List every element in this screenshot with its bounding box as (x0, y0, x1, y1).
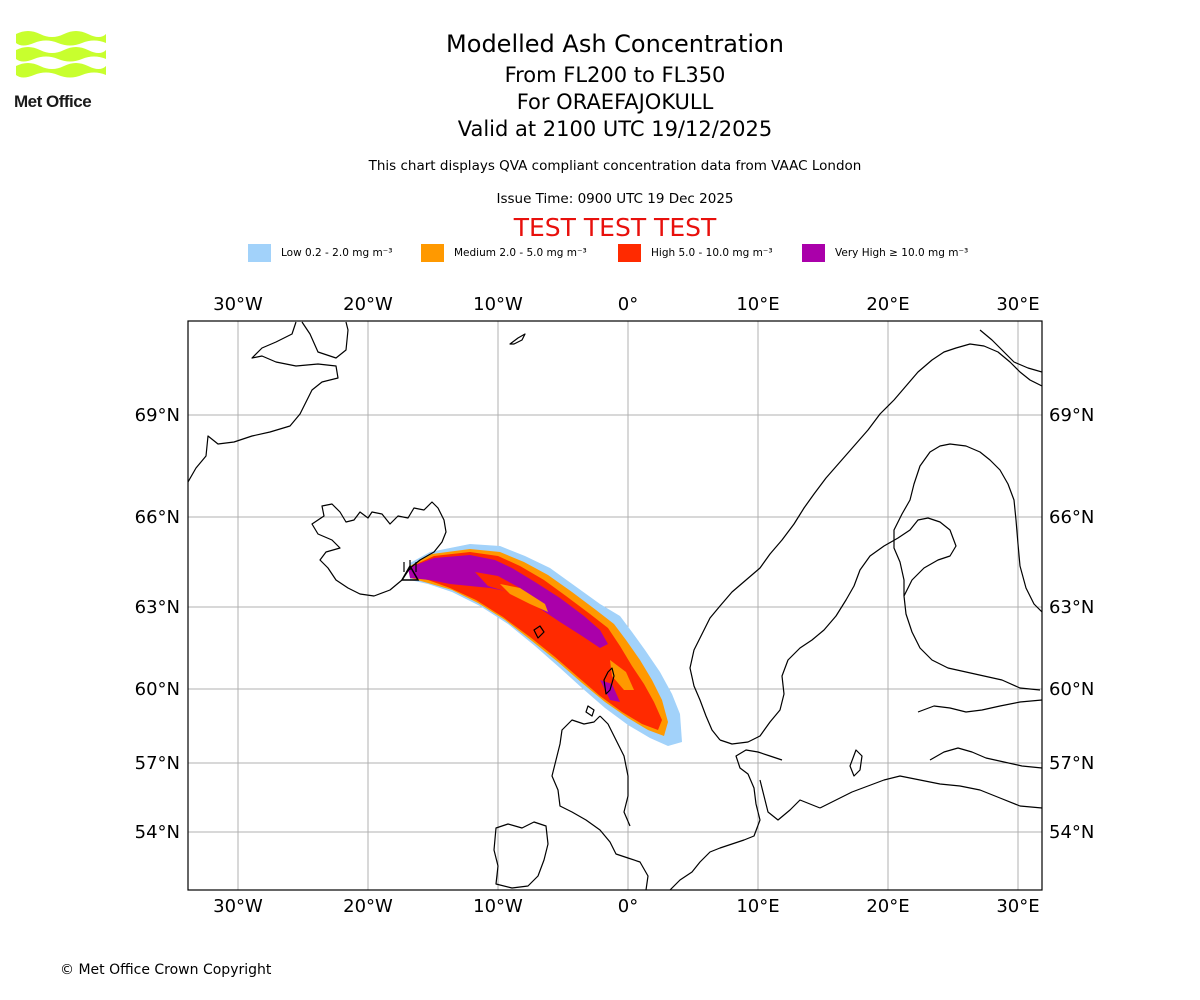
lat-tick-right-63n: 63°N (1049, 597, 1094, 618)
great-britain-coast (551, 715, 649, 890)
met-office-logo: Met Office (14, 30, 108, 112)
ash-medium-streak-2 (610, 660, 634, 690)
shetland-coast (603, 667, 615, 695)
legend-label-low: Low 0.2 - 2.0 mg m⁻³ (281, 247, 393, 259)
latvia-coast (929, 747, 1042, 769)
volcano-marker-icon (400, 560, 420, 581)
lon-tick-top-30w: 30°W (213, 294, 263, 315)
gotland-coast (849, 749, 863, 777)
ash-very-high-contour (408, 555, 608, 648)
lat-tick-left-69n: 69°N (135, 405, 180, 426)
lon-ticks-bottom: 30°W 20°W 10°W 0° 10°E 20°E 30°E (213, 896, 1039, 917)
estonia-coast (917, 699, 1042, 713)
north-sea-continent-coast (669, 749, 783, 890)
orkney-coast (585, 705, 595, 717)
ash-plume (408, 544, 682, 746)
ireland-coast (493, 821, 549, 889)
lat-tick-right-69n: 69°N (1049, 405, 1094, 426)
lat-tick-left-60n: 60°N (135, 679, 180, 700)
legend-item-low: Low 0.2 - 2.0 mg m⁻³ (248, 244, 392, 262)
legend: Low 0.2 - 2.0 mg m⁻³ Medium 2.0 - 5.0 mg… (0, 244, 1200, 264)
greenland-coast (188, 321, 349, 483)
lat-tick-left-54n: 54°N (135, 822, 180, 843)
denmark-coast (759, 779, 821, 821)
legend-item-very-high: Very High ≥ 10.0 mg m⁻³ (802, 244, 968, 262)
legend-label-medium: Medium 2.0 - 5.0 mg m⁻³ (454, 247, 587, 259)
ash-high-contour (410, 552, 662, 730)
svalbard-coast (979, 329, 1042, 373)
faroe-coast (533, 625, 545, 639)
legend-swatch-medium (421, 244, 444, 262)
lon-tick-bottom-0: 0° (618, 896, 638, 917)
gulf-of-bothnia-coast (893, 443, 1042, 613)
legend-swatch-very-high (802, 244, 825, 262)
copyright-notice: © Met Office Crown Copyright (60, 962, 272, 978)
issue-time: Issue Time: 0900 UTC 19 Dec 2025 (496, 191, 734, 207)
lon-tick-top-10w: 10°W (473, 294, 523, 315)
coastlines (188, 321, 1042, 890)
iceland-coast (311, 501, 447, 597)
lon-tick-bottom-10e: 10°E (736, 896, 779, 917)
legend-swatch-high (618, 244, 641, 262)
test-banner: TEST TEST TEST (513, 213, 717, 242)
jan-mayen-coast (509, 333, 526, 345)
lon-tick-bottom-20w: 20°W (343, 896, 393, 917)
scandinavia-coast (689, 343, 1042, 741)
compliance-note: This chart displays QVA compliant concen… (368, 158, 862, 174)
valid-time: Valid at 2100 UTC 19/12/2025 (457, 117, 773, 141)
lon-ticks-top: 30°W 20°W 10°W 0° 10°E 20°E 30°E (213, 294, 1039, 315)
legend-item-high: High 5.0 - 10.0 mg m⁻³ (618, 244, 773, 262)
lat-tick-left-57n: 57°N (135, 753, 180, 774)
met-office-waves-icon (16, 31, 106, 78)
lon-tick-bottom-30w: 30°W (213, 896, 263, 917)
lon-tick-top-10e: 10°E (736, 294, 779, 315)
ash-medium-streak (500, 584, 548, 612)
chart-title: Modelled Ash Concentration (446, 30, 784, 58)
volcano-name: For ORAEFAJOKULL (516, 90, 714, 114)
lat-ticks-right: 69°N 66°N 63°N 60°N 57°N 54°N (1049, 405, 1094, 843)
title-block: Modelled Ash Concentration (365, 30, 865, 58)
lat-tick-left-63n: 63°N (135, 597, 180, 618)
legend-label-high: High 5.0 - 10.0 mg m⁻³ (651, 247, 773, 259)
lat-tick-right-60n: 60°N (1049, 679, 1094, 700)
baltic-coast (819, 775, 1042, 809)
lat-tick-right-57n: 57°N (1049, 753, 1094, 774)
lat-ticks-left: 69°N 66°N 63°N 60°N 57°N 54°N (135, 405, 180, 843)
lon-tick-top-30e: 30°E (996, 294, 1039, 315)
flight-levels: From FL200 to FL350 (504, 63, 726, 87)
lon-tick-bottom-10w: 10°W (473, 896, 523, 917)
lon-tick-bottom-20e: 20°E (866, 896, 909, 917)
logo-text: Met Office (14, 92, 92, 111)
lat-tick-right-66n: 66°N (1049, 507, 1094, 528)
sweden-finland-coast (719, 517, 1041, 745)
lat-tick-left-66n: 66°N (135, 507, 180, 528)
legend-swatch-low (248, 244, 271, 262)
lon-tick-top-0: 0° (618, 294, 638, 315)
lat-tick-right-54n: 54°N (1049, 822, 1094, 843)
lon-tick-top-20w: 20°W (343, 294, 393, 315)
graticule (188, 321, 1042, 890)
map-frame (187, 320, 1043, 891)
lon-tick-bottom-30e: 30°E (996, 896, 1039, 917)
lon-tick-top-20e: 20°E (866, 294, 909, 315)
legend-item-medium: Medium 2.0 - 5.0 mg m⁻³ (421, 244, 587, 262)
legend-label-very-high: Very High ≥ 10.0 mg m⁻³ (835, 247, 969, 259)
